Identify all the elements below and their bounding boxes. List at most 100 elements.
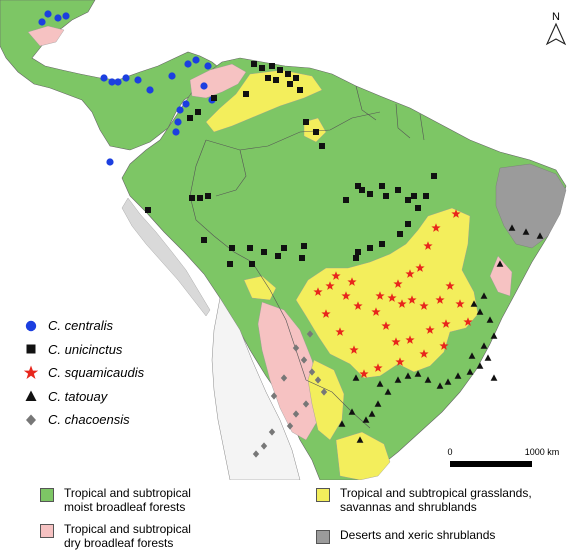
- tatouay-marker: [466, 368, 474, 375]
- chacoensis-marker: [314, 376, 322, 384]
- tatouay-occurrences: [338, 224, 544, 443]
- chacoensis-marker: [292, 410, 300, 418]
- unicinctus-marker: [187, 115, 193, 121]
- scale-bar-start-label: 0: [447, 447, 452, 457]
- centralis-marker: [106, 158, 114, 166]
- legend-label-centralis: C. centralis: [48, 318, 114, 334]
- unicinctus-marker: [243, 91, 249, 97]
- squamicaudis-marker: [381, 321, 391, 330]
- grey-swatch-icon: [316, 530, 330, 544]
- unicinctus-marker: [247, 245, 253, 251]
- unicinctus-marker: [383, 193, 389, 199]
- unicinctus-marker: [313, 129, 319, 135]
- pampas-grassland: [335, 431, 391, 480]
- grey-diamond-icon: [26, 414, 36, 426]
- squamicaudis-marker: [341, 291, 351, 300]
- tatouay-marker: [454, 372, 462, 379]
- squamicaudis-marker: [331, 271, 341, 280]
- tatouay-marker: [536, 232, 544, 239]
- unicinctus-marker: [229, 245, 235, 251]
- tatouay-marker: [362, 416, 370, 423]
- squamicaudis-marker: [359, 369, 369, 378]
- squamicaudis-marker: [321, 309, 331, 318]
- legend-label-moist-forest: Tropical and subtropical moist broadleaf…: [64, 486, 191, 514]
- centralis-marker: [200, 82, 208, 90]
- north-arrow: N: [545, 11, 567, 46]
- squamicaudis-marker: [419, 349, 429, 358]
- unicinctus-marker: [197, 195, 203, 201]
- chacoensis-marker: [302, 400, 310, 408]
- squamicaudis-marker: [439, 341, 449, 350]
- squamicaudis-marker: [393, 279, 403, 288]
- chacoensis-marker: [306, 330, 314, 338]
- tatouay-marker: [376, 380, 384, 387]
- centralis-marker: [54, 14, 62, 22]
- squamicaudis-marker: [349, 345, 359, 354]
- unicinctus-marker: [397, 231, 403, 237]
- unicinctus-marker: [319, 143, 325, 149]
- centralis-marker: [108, 78, 116, 86]
- squamicaudis-marker: [373, 363, 383, 372]
- chacoensis-marker: [300, 356, 308, 364]
- unicinctus-marker: [251, 61, 257, 67]
- centralis-marker: [168, 72, 176, 80]
- unicinctus-marker: [211, 95, 217, 101]
- tatouay-marker: [476, 308, 484, 315]
- tatouay-marker: [414, 370, 422, 377]
- chacoensis-marker: [270, 392, 278, 400]
- legend-label-dry-forest: Tropical and subtropical dry broadleaf f…: [64, 522, 191, 550]
- caatinga-xeric: [495, 163, 567, 249]
- unicinctus-marker: [353, 255, 359, 261]
- chacoensis-marker: [252, 450, 260, 458]
- unicinctus-marker: [367, 245, 373, 251]
- tatouay-marker: [356, 436, 364, 443]
- unicinctus-marker: [189, 195, 195, 201]
- beni-savanna: [243, 275, 277, 301]
- squamicaudis-occurrences: [313, 209, 473, 378]
- unicinctus-marker: [195, 109, 201, 115]
- north-arrow-label: N: [552, 11, 560, 23]
- legend-label-squamicaudis: C. squamicaudis: [48, 365, 145, 381]
- dry-forest-pacific: [27, 25, 65, 47]
- squamicaudis-marker: [387, 293, 397, 302]
- biome-legend: Tropical and subtropical moist broadleaf…: [0, 484, 579, 554]
- centralis-marker: [134, 76, 142, 84]
- tatouay-marker: [348, 408, 356, 415]
- legend-item-grasslands: Tropical and subtropical grasslands, sav…: [316, 486, 532, 514]
- scale-bar: 0 1000 km: [447, 447, 559, 467]
- tatouay-marker: [486, 316, 494, 323]
- unicinctus-marker: [355, 249, 361, 255]
- tatouay-marker: [338, 420, 346, 427]
- squamicaudis-marker: [455, 299, 465, 308]
- black-square-icon: [26, 344, 36, 354]
- unicinctus-marker: [265, 75, 271, 81]
- unicinctus-marker: [379, 183, 385, 189]
- centralis-marker: [146, 86, 154, 94]
- unicinctus-marker: [281, 245, 287, 251]
- tatouay-marker: [476, 362, 484, 369]
- squamicaudis-marker: [395, 357, 405, 366]
- dry-forest-cerrado-edge: [489, 255, 513, 297]
- unicinctus-marker: [261, 249, 267, 255]
- tatouay-marker: [404, 372, 412, 379]
- tatouay-marker: [468, 352, 476, 359]
- unicinctus-marker: [395, 187, 401, 193]
- unicinctus-marker: [405, 221, 411, 227]
- tatouay-marker: [352, 374, 360, 381]
- unicinctus-occurrences: [145, 61, 437, 267]
- unicinctus-marker: [431, 173, 437, 179]
- legend-item-centralis: C. centralis: [22, 314, 212, 338]
- squamicaudis-marker: [325, 281, 335, 290]
- unicinctus-marker: [379, 241, 385, 247]
- centralis-marker: [192, 56, 200, 64]
- chacoensis-marker: [292, 344, 300, 352]
- squamicaudis-marker: [435, 295, 445, 304]
- squamicaudis-marker: [391, 337, 401, 346]
- tatouay-marker: [480, 292, 488, 299]
- centralis-marker: [204, 62, 212, 70]
- unicinctus-marker: [227, 261, 233, 267]
- chacoensis-occurrences: [252, 330, 328, 458]
- squamicaudis-marker: [419, 301, 429, 310]
- centralis-marker: [184, 60, 192, 68]
- unicinctus-marker: [405, 197, 411, 203]
